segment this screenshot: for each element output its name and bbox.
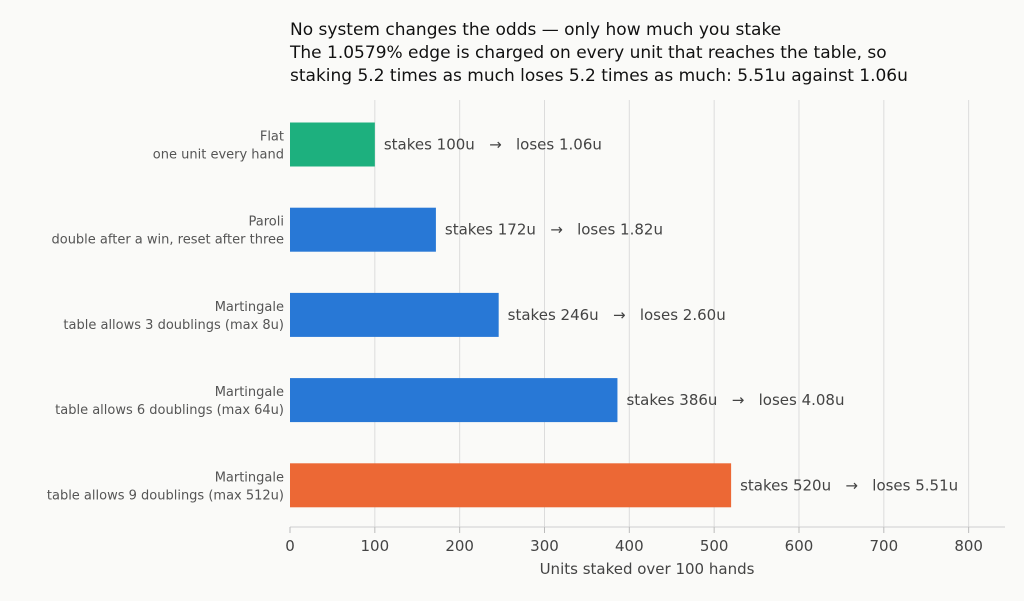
x-tick-label: 0 xyxy=(285,537,295,555)
data-label: stakes 520u → loses 5.51u xyxy=(740,476,958,494)
title-line: No system changes the odds — only how mu… xyxy=(290,20,781,40)
chart-title: No system changes the odds — only how mu… xyxy=(289,20,908,86)
y-category-name: Paroli xyxy=(249,215,284,230)
y-category-description: table allows 6 doublings (max 64u) xyxy=(55,403,284,418)
x-tick-label: 800 xyxy=(954,537,983,555)
y-category-description: table allows 9 doublings (max 512u) xyxy=(47,488,284,503)
x-axis-label: Units staked over 100 hands xyxy=(540,560,755,578)
data-label: stakes 172u → loses 1.82u xyxy=(445,221,663,239)
y-category-name: Martingale xyxy=(215,300,284,315)
x-tick-label: 200 xyxy=(445,537,474,555)
grid xyxy=(374,100,970,527)
bar xyxy=(290,378,618,423)
bar xyxy=(290,463,732,508)
y-category-name: Flat xyxy=(260,130,284,145)
y-axis-labels: Flat one unit every hand Paroli double afte… xyxy=(47,130,284,504)
x-tick-label: 300 xyxy=(530,537,559,555)
x-tick-label: 100 xyxy=(361,537,390,555)
data-label: stakes 246u → loses 2.60u xyxy=(508,306,726,324)
x-tick-label: 500 xyxy=(700,537,729,555)
bars xyxy=(290,122,732,508)
data-label: stakes 386u → loses 4.08u xyxy=(626,391,844,409)
y-category-name: Martingale xyxy=(215,385,284,400)
x-tick-label: 600 xyxy=(785,537,814,555)
bar xyxy=(290,122,375,167)
data-labels: stakes 100u → loses 1.06u stakes 172u → l… xyxy=(384,136,958,495)
bar xyxy=(290,292,499,337)
y-category-description: table allows 3 doublings (max 8u) xyxy=(63,318,284,333)
x-tick-label: 400 xyxy=(615,537,644,555)
y-category-description: double after a win, reset after three xyxy=(51,233,284,248)
x-axis: 0 100 200 300 400 500 600 700 800 xyxy=(285,526,1005,555)
y-category-name: Martingale xyxy=(215,470,284,485)
bar xyxy=(290,207,436,252)
title-line: staking 5.2 times as much loses 5.2 time… xyxy=(290,66,908,86)
y-category-description: one unit every hand xyxy=(153,148,284,163)
title-line: The 1.0579% edge is charged on every uni… xyxy=(289,43,887,63)
x-tick-label: 700 xyxy=(869,537,898,555)
data-label: stakes 100u → loses 1.06u xyxy=(384,136,602,154)
